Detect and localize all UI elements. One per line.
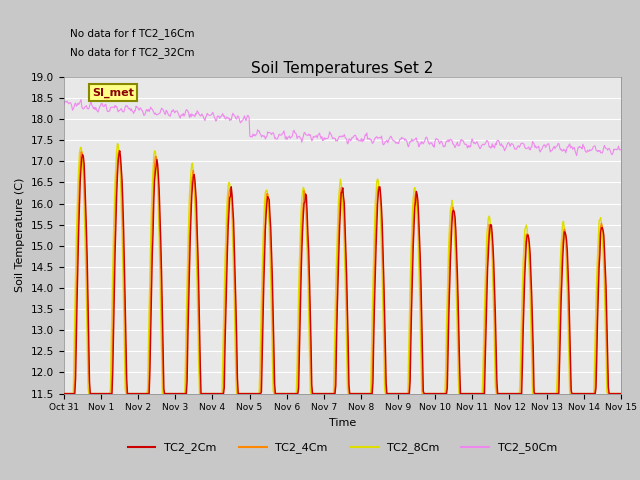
Text: No data for f TC2_16Cm: No data for f TC2_16Cm <box>70 28 194 38</box>
Title: Soil Temperatures Set 2: Soil Temperatures Set 2 <box>252 60 433 76</box>
Text: SI_met: SI_met <box>92 88 134 98</box>
Legend: TC2_2Cm, TC2_4Cm, TC2_8Cm, TC2_50Cm: TC2_2Cm, TC2_4Cm, TC2_8Cm, TC2_50Cm <box>123 438 562 458</box>
X-axis label: Time: Time <box>329 418 356 428</box>
Y-axis label: Soil Temperature (C): Soil Temperature (C) <box>15 178 26 292</box>
Text: No data for f TC2_32Cm: No data for f TC2_32Cm <box>70 47 194 58</box>
